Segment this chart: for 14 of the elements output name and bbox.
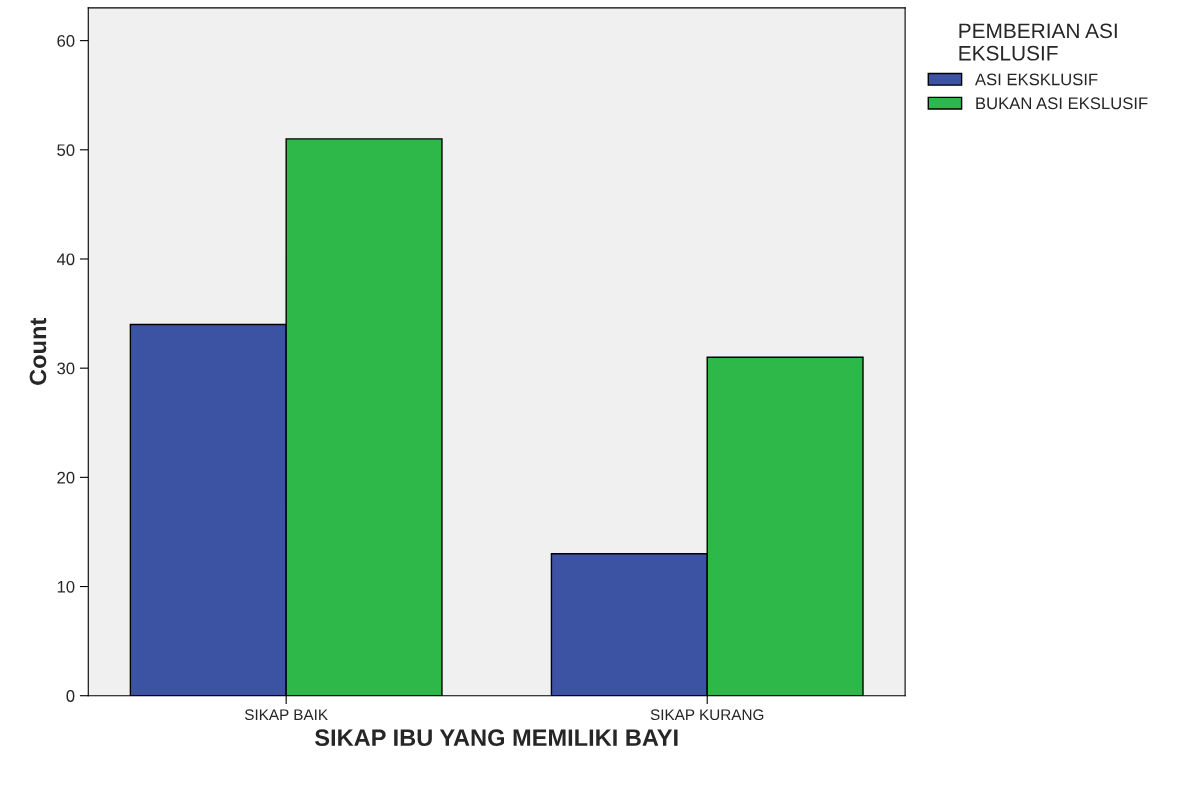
x-tick-label: SIKAP BAIK — [244, 709, 328, 721]
x-axis-title: SIKAP IBU YANG MEMILIKI BAYI — [314, 729, 678, 747]
legend-label: BUKAN ASI EKSLUSIF — [976, 97, 1148, 110]
y-tick-label: 50 — [57, 144, 75, 157]
y-tick-label: 0 — [66, 690, 75, 702]
y-tick-label: 60 — [57, 35, 75, 47]
y-tick-label: 30 — [57, 362, 75, 375]
y-tick-label: 20 — [57, 471, 75, 484]
x-tick-label: SIKAP KURANG — [650, 709, 764, 721]
legend-title: PEMBERIAN ASI EKSLUSIF — [959, 23, 1117, 61]
y-axis-title: Count — [29, 317, 47, 385]
y-tick-label: 40 — [56, 253, 75, 266]
y-tick-label: 10 — [57, 580, 75, 593]
legend-label: ASI EKSKLUSIF — [974, 73, 1098, 86]
